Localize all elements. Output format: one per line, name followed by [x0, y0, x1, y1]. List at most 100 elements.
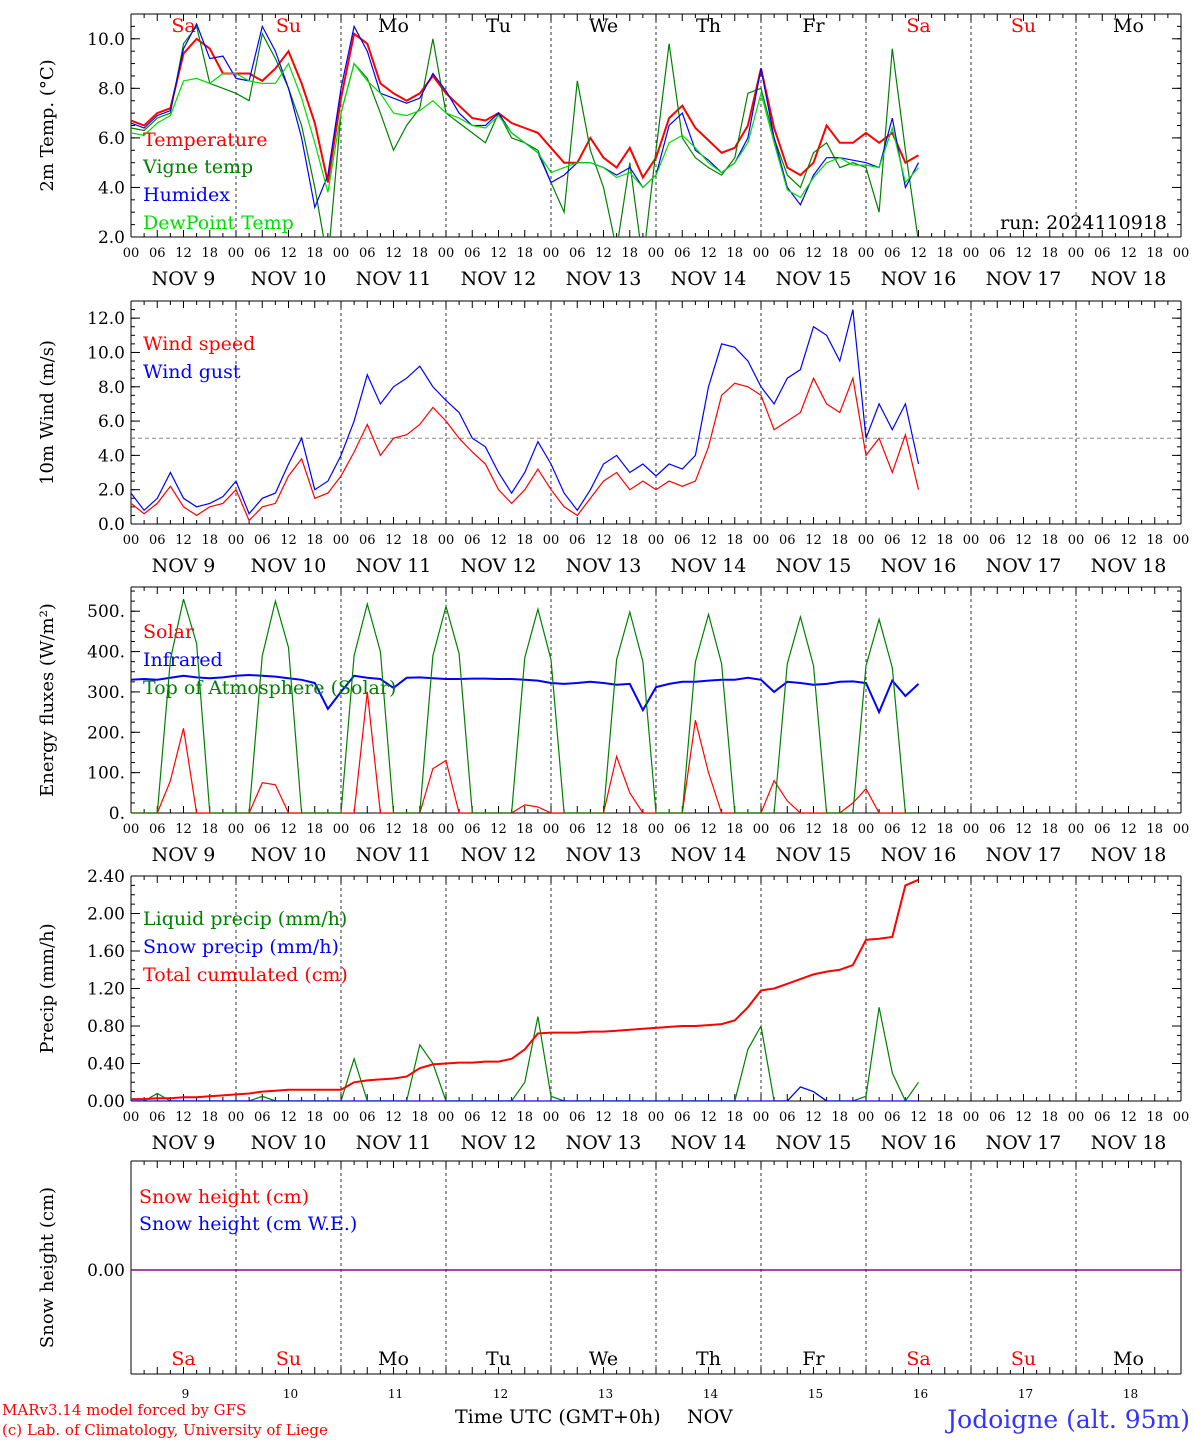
hour-tick-label: 12 — [280, 533, 297, 548]
hour-tick-label: 06 — [569, 1110, 586, 1125]
hour-tick-label: 06 — [989, 822, 1006, 837]
hour-tick-label: 18 — [1041, 1110, 1058, 1125]
hour-tick-label: 06 — [254, 533, 271, 548]
hour-tick-label: 00 — [648, 822, 665, 837]
weekday-label: We — [589, 15, 618, 37]
hour-tick-label: 12 — [910, 533, 927, 548]
hour-tick-label: 00 — [228, 1110, 245, 1125]
weekday-label: Su — [1011, 15, 1036, 37]
hour-tick-label: 18 — [1146, 533, 1163, 548]
day-label: NOV 14 — [671, 268, 747, 290]
hour-tick-label: 06 — [149, 533, 166, 548]
hour-tick-label: 12 — [385, 533, 402, 548]
weekday-label: Su — [276, 1348, 301, 1370]
weekday-label: Fr — [802, 15, 825, 37]
hour-tick-label: 06 — [464, 822, 481, 837]
y-tick-label: 0.00 — [87, 1261, 125, 1281]
series-line — [131, 375, 920, 522]
day-label: NOV 9 — [152, 268, 216, 290]
hour-tick-label: 06 — [569, 246, 586, 261]
hour-tick-label: 00 — [333, 1110, 350, 1125]
hour-tick-label: 00 — [333, 822, 350, 837]
hour-tick-label: 18 — [621, 822, 638, 837]
hour-tick-label: 06 — [884, 533, 901, 548]
hour-tick-label: 18 — [306, 246, 323, 261]
y-tick-label: 2.00 — [87, 905, 125, 925]
hour-tick-label: 00 — [438, 533, 455, 548]
day-label: NOV 14 — [671, 1132, 747, 1154]
hour-tick-label: 12 — [700, 822, 717, 837]
y-tick-label: 400. — [87, 643, 125, 663]
chart-panel-4: 0.00 0.40 0.80 1.20 1.60 2.00 2.40 Precip (mm/h… — [37, 867, 1189, 1154]
y-tick-label: 8.0 — [98, 79, 125, 99]
day-number-label: 10 — [283, 1387, 298, 1401]
hour-tick-label: 18 — [621, 1110, 638, 1125]
day-label: NOV 13 — [566, 555, 642, 577]
series-line — [131, 691, 919, 813]
day-number-label: 17 — [1018, 1387, 1033, 1401]
hour-tick-label: 06 — [254, 246, 271, 261]
hour-tick-label: 00 — [753, 1110, 770, 1125]
hour-tick-label: 06 — [149, 1110, 166, 1125]
day-number-label: 11 — [388, 1387, 403, 1401]
run-label: run: 2024110918 — [1000, 212, 1167, 234]
hour-tick-label: 18 — [726, 822, 743, 837]
hour-tick-label: 00 — [858, 246, 875, 261]
day-label: NOV 15 — [776, 268, 852, 290]
day-label: NOV 10 — [251, 844, 327, 866]
hour-tick-label: 00 — [963, 533, 980, 548]
hour-tick-label: 00 — [1173, 822, 1190, 837]
day-label: NOV 9 — [152, 844, 216, 866]
hour-tick-label: 12 — [595, 822, 612, 837]
hour-tick-label: 18 — [621, 246, 638, 261]
hour-tick-label: 18 — [306, 822, 323, 837]
day-label: NOV 16 — [881, 268, 957, 290]
day-label: NOV 16 — [881, 1132, 957, 1154]
hour-tick-label: 12 — [175, 1110, 192, 1125]
legend-entry: Liquid precip (mm/h) — [143, 908, 347, 930]
series-line — [131, 32, 919, 183]
hour-tick-label: 12 — [595, 1110, 612, 1125]
hour-tick-label: 06 — [1094, 533, 1111, 548]
hour-tick-label: 00 — [1173, 246, 1190, 261]
hour-tick-label: 12 — [595, 246, 612, 261]
day-label: NOV 18 — [1091, 268, 1167, 290]
legend-entry: Top of Atmosphere (Solar) — [143, 677, 396, 699]
hour-tick-label: 00 — [123, 1110, 140, 1125]
weekday-label: Fr — [802, 1348, 825, 1370]
weekday-label: Tu — [486, 15, 511, 37]
hour-tick-label: 00 — [963, 822, 980, 837]
y-tick-label: 10.0 — [87, 343, 125, 363]
day-label: NOV 18 — [1091, 555, 1167, 577]
y-tick-label: 0. — [109, 804, 125, 824]
hour-tick-label: 06 — [779, 822, 796, 837]
hour-tick-label: 00 — [228, 533, 245, 548]
hour-tick-label: 12 — [805, 246, 822, 261]
hour-tick-label: 06 — [989, 1110, 1006, 1125]
day-label: NOV 13 — [566, 268, 642, 290]
hour-tick-label: 06 — [149, 246, 166, 261]
hour-tick-label: 00 — [228, 822, 245, 837]
hour-tick-label: 18 — [936, 533, 953, 548]
hour-tick-label: 06 — [569, 533, 586, 548]
weekday-label: Sa — [906, 15, 930, 37]
weekday-label: Th — [696, 15, 721, 37]
hour-tick-label: 06 — [674, 533, 691, 548]
hour-tick-label: 12 — [1015, 1110, 1032, 1125]
chart-panel-2: 0.0 2.0 4.0 6.0 8.0 10.0 12.0 10m Wind (m/s) 00 0… — [37, 300, 1189, 577]
hour-tick-label: 12 — [805, 1110, 822, 1125]
day-number-label: 14 — [703, 1387, 719, 1401]
hour-tick-label: 12 — [280, 822, 297, 837]
hour-tick-label: 06 — [464, 533, 481, 548]
hour-tick-label: 00 — [123, 246, 140, 261]
day-label: NOV 13 — [566, 844, 642, 866]
day-label: NOV 11 — [356, 268, 432, 290]
hour-tick-label: 12 — [1015, 246, 1032, 261]
hour-tick-label: 12 — [1120, 1110, 1137, 1125]
hour-tick-label: 18 — [831, 246, 848, 261]
weekday-label: Sa — [171, 15, 195, 37]
hour-tick-label: 06 — [674, 1110, 691, 1125]
credit-line-1: MARv3.14 model forced by GFS — [2, 1401, 246, 1419]
day-number-label: 15 — [808, 1387, 823, 1401]
hour-tick-label: 18 — [516, 822, 533, 837]
